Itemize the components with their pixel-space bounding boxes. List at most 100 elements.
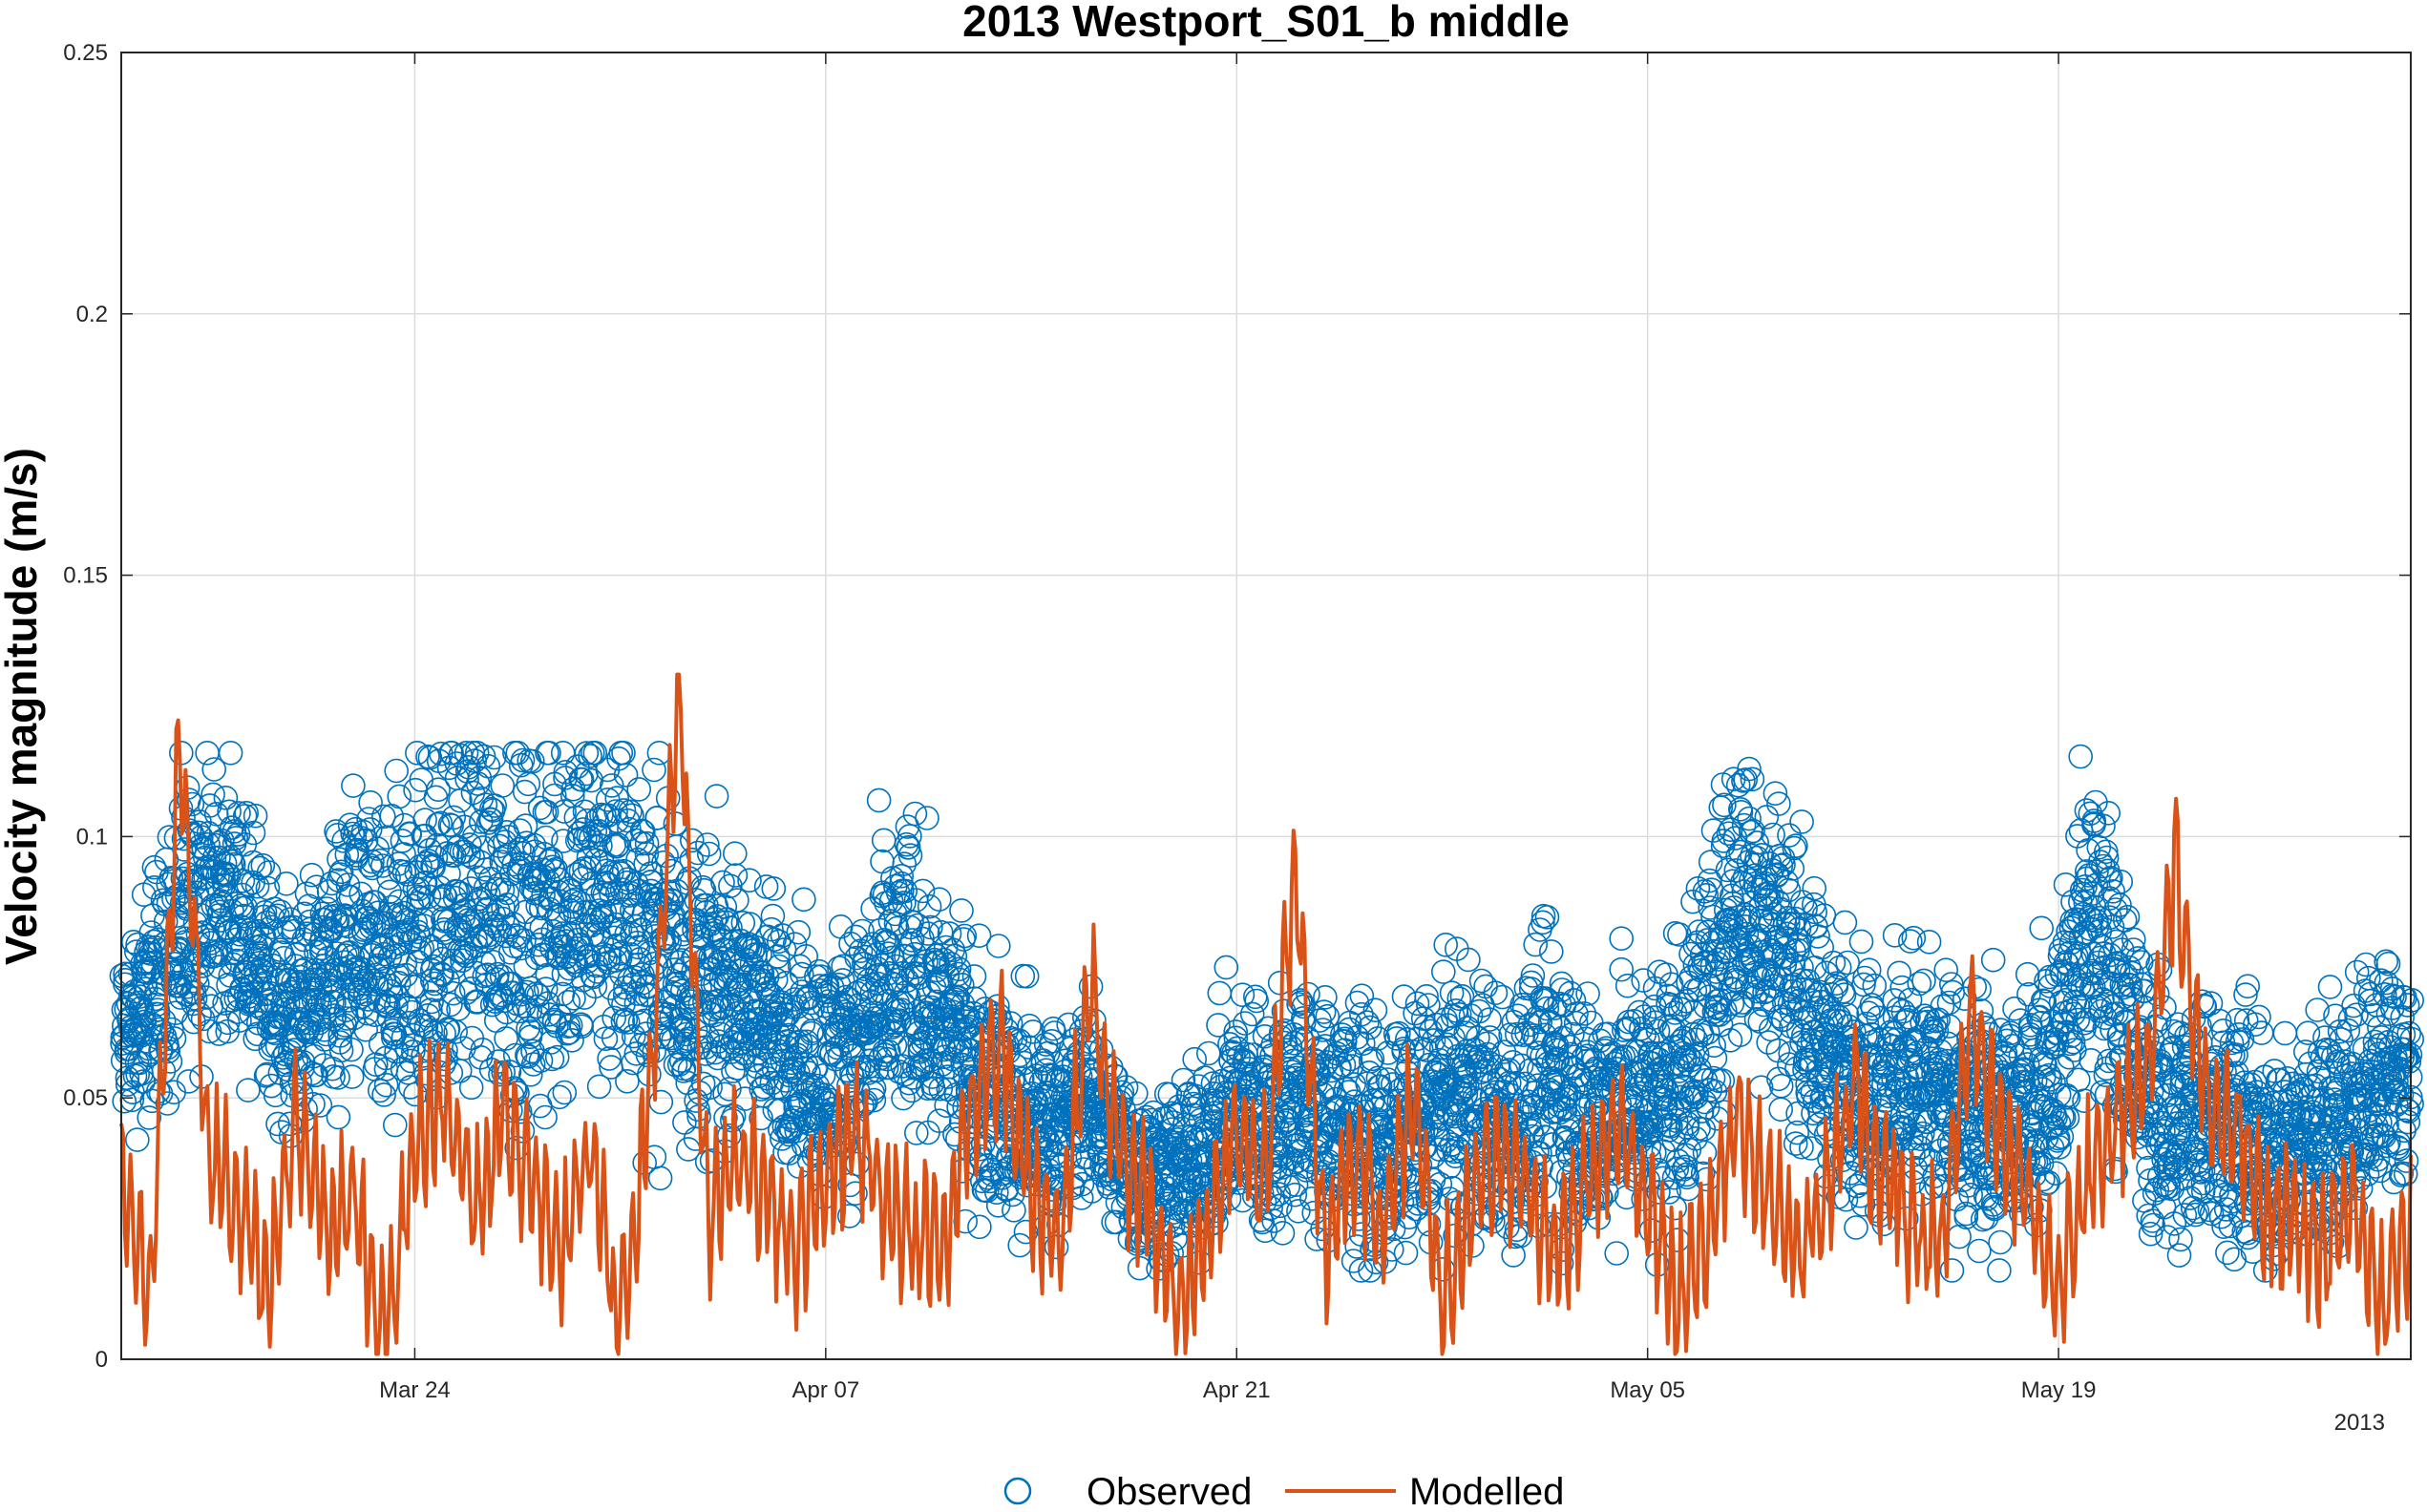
observed-point [875, 989, 900, 1014]
observed-point [149, 1019, 175, 1044]
observed-point [181, 1009, 206, 1035]
observed-point [860, 932, 885, 956]
observed-point [264, 1034, 290, 1059]
observed-point [384, 758, 410, 784]
observed-point [223, 826, 248, 850]
observed-point [332, 903, 358, 928]
observed-point [250, 954, 275, 978]
observed-point [607, 946, 633, 971]
observed-point [478, 796, 504, 822]
observed-point [723, 1018, 749, 1042]
observed-point [926, 887, 952, 913]
observed-point [704, 784, 729, 808]
observed-point [770, 923, 795, 948]
observed-point [407, 938, 433, 964]
observed-point [440, 980, 466, 1006]
observed-point [478, 807, 504, 832]
observed-point [868, 1045, 894, 1071]
observed-point [899, 928, 925, 953]
observed-point [558, 1013, 583, 1039]
observed-point [868, 917, 893, 943]
observed-point [397, 821, 423, 847]
observed-point [190, 1006, 216, 1032]
observed-point [262, 1020, 287, 1045]
observed-point [328, 859, 354, 885]
observed-point [197, 793, 222, 818]
observed-point [729, 1045, 754, 1071]
observed-point [596, 864, 621, 890]
observed-point [370, 804, 396, 830]
observed-point [846, 993, 872, 1018]
observed-point [390, 829, 415, 853]
observed-point [201, 757, 226, 782]
observed-point [622, 903, 646, 929]
observed-point [423, 845, 449, 871]
observed-point [326, 1065, 350, 1090]
observed-point [580, 963, 605, 988]
observed-point [764, 1030, 789, 1055]
observed-point [546, 879, 572, 905]
observed-point [946, 956, 972, 982]
observed-point [766, 954, 791, 979]
observed-point [454, 766, 479, 792]
observed-point [161, 1026, 187, 1051]
observed-point [438, 992, 463, 1018]
observed-point [737, 868, 762, 893]
observed-point [217, 799, 242, 825]
observed-point [454, 740, 479, 766]
observed-point [151, 971, 177, 996]
observed-point [603, 799, 628, 824]
observed-point [593, 946, 618, 972]
observed-point [445, 879, 471, 904]
observed-point [404, 974, 430, 999]
observed-point [526, 983, 551, 1008]
observed-point [386, 971, 412, 996]
observed-point [713, 910, 738, 935]
observed-point [892, 851, 918, 876]
observed-point [371, 1082, 396, 1107]
observed-point [876, 1040, 901, 1064]
observed-point [309, 925, 335, 951]
observed-point [915, 1076, 940, 1101]
observed-point [547, 1084, 572, 1110]
observed-point [889, 863, 915, 889]
observed-point [850, 918, 875, 944]
observed-point [856, 934, 882, 960]
observed-point [458, 1075, 484, 1101]
observed-point [765, 944, 791, 969]
observed-point [634, 841, 660, 867]
observed-point [128, 996, 153, 1021]
observed-point [277, 1040, 303, 1064]
observed-point [578, 744, 602, 768]
observed-point [780, 1108, 806, 1133]
observed-point [326, 1104, 351, 1130]
observed-point [432, 920, 457, 946]
observed-point [896, 834, 921, 860]
observed-point [435, 968, 460, 994]
observed-point [358, 789, 383, 815]
observed-point [283, 954, 308, 978]
observed-point [507, 836, 532, 862]
observed-point [586, 1074, 612, 1100]
observed-point [949, 973, 975, 998]
observed-point [924, 943, 949, 969]
observed-point [559, 1028, 584, 1053]
observed-point [360, 849, 385, 874]
observed-point [155, 1091, 180, 1116]
observed-point [796, 1060, 821, 1085]
observed-point [527, 795, 553, 821]
observed-point [416, 884, 442, 910]
observed-point [232, 804, 258, 829]
observed-point [553, 759, 579, 785]
observed-point [426, 777, 451, 803]
observed-point [753, 976, 779, 1001]
observed-point [376, 994, 401, 1018]
observed-point [412, 808, 437, 832]
observed-point [393, 993, 419, 1018]
observed-point [419, 989, 444, 1015]
observed-point [490, 906, 516, 932]
observed-point [807, 974, 833, 998]
observed-point [125, 1127, 150, 1152]
observed-point [212, 850, 238, 876]
observed-point [597, 1046, 622, 1071]
